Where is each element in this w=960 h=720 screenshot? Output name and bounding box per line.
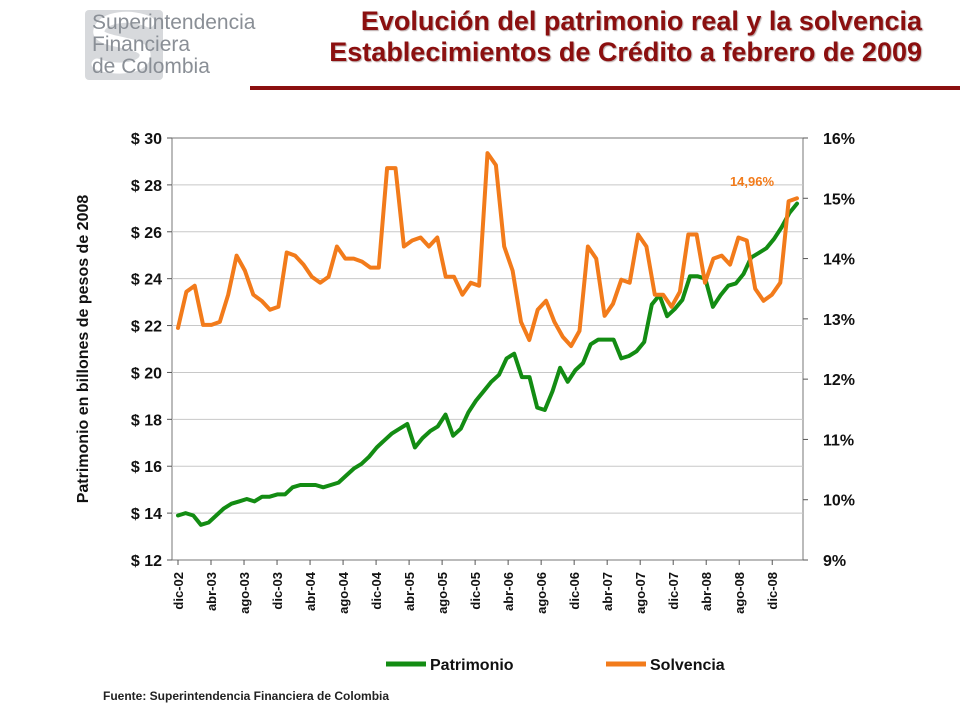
y-tick-label: $ 26 (131, 225, 162, 242)
y2-tick-label: 10% (823, 493, 855, 510)
logo (85, 10, 163, 80)
x-tick-label: dic-08 (765, 572, 780, 610)
page-title: Evolución del patrimonio real y la solve… (329, 6, 922, 68)
logo-line: Financiera (92, 33, 191, 56)
x-tick-label: abr-06 (501, 572, 516, 611)
x-tick-label: dic-06 (567, 572, 582, 610)
y-tick-label: $ 28 (131, 178, 162, 195)
y2-tick-label: 15% (823, 191, 855, 208)
logo-line: Superintendencia (92, 11, 256, 34)
value-annotation: 14,96% (730, 174, 775, 189)
series-line-patrimonio (176, 201, 799, 527)
logo-line: de Colombia (92, 55, 210, 78)
y2-tick-label: 13% (823, 312, 855, 329)
y-axis-title: Patrimonio en billones de pesos de 2008 (75, 195, 92, 504)
x-tick-label: dic-04 (369, 571, 384, 609)
x-tick-label: abr-03 (204, 572, 219, 611)
x-tick-label: abr-07 (600, 572, 615, 611)
title-line-2: Establecimientos de Crédito a febrero de… (329, 37, 922, 67)
x-tick-label: ago-03 (237, 572, 252, 614)
x-tick-label: ago-08 (732, 572, 747, 614)
source-note: Fuente: Superintendencia Financiera de C… (103, 689, 390, 703)
x-tick-label: abr-05 (402, 572, 417, 611)
legend-label-solvencia: Solvencia (650, 657, 725, 674)
x-tick-label: ago-05 (435, 572, 450, 614)
y2-tick-label: 16% (823, 131, 855, 148)
y-tick-label: $ 22 (131, 319, 162, 336)
x-tick-label: dic-05 (468, 572, 483, 610)
x-tick-label: abr-08 (699, 572, 714, 611)
title-divider (250, 86, 960, 90)
y2-tick-label: 12% (823, 372, 855, 389)
x-tick-label: dic-07 (666, 572, 681, 610)
x-tick-label: abr-04 (303, 571, 318, 611)
x-tick-label: ago-06 (534, 572, 549, 614)
y-tick-label: $ 18 (131, 412, 162, 429)
logo-wordmark: Superintendencia Financiera de Colombia (92, 12, 255, 78)
y-tick-label: $ 16 (131, 459, 162, 476)
legend-label-patrimonio: Patrimonio (430, 657, 514, 674)
y-tick-label: $ 20 (131, 365, 162, 382)
plot-area (171, 137, 804, 561)
y-tick-label: $ 30 (131, 131, 162, 148)
y-tick-label: $ 24 (131, 272, 162, 289)
line-chart: $ 30 $ 28 $ 26 $ 24 $ 22 $ 20 $ 18 $ 16 $ 14 $ 12… (75, 131, 855, 674)
y2-tick-label: 9% (823, 553, 846, 570)
x-tick-label: dic-02 (171, 572, 186, 610)
x-tick-label: ago-07 (633, 572, 648, 614)
y-tick-label: $ 14 (131, 506, 162, 523)
y2-tick-label: 11% (823, 432, 854, 449)
title-line-1: Evolución del patrimonio real y la solve… (360, 6, 922, 36)
x-tick-label: ago-04 (336, 571, 351, 614)
y2-tick-label: 14% (823, 252, 855, 269)
x-tick-label: dic-03 (270, 572, 285, 610)
y-tick-label: $ 12 (131, 553, 162, 570)
series-line-solvencia (176, 151, 799, 348)
